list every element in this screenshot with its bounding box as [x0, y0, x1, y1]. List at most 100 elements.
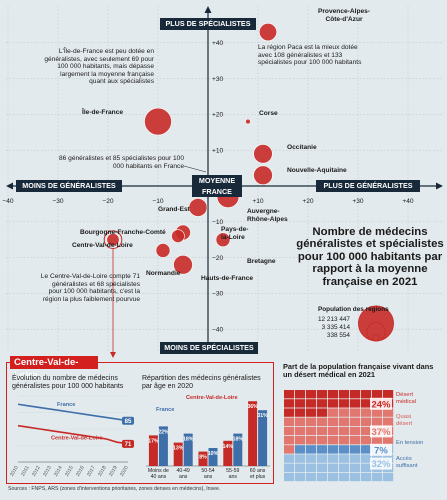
bar-category-label: 55-59 [226, 468, 239, 474]
bar-value-label: 13% [173, 446, 184, 452]
waffle-cell [306, 426, 317, 436]
line-x-tick: 2013 [42, 465, 53, 478]
bar [198, 451, 208, 466]
waffle-cell [339, 454, 350, 463]
label-bourgogne: Bourgogne-Franche-Comté [80, 229, 166, 236]
line-series-label: Centre-Val-de-Loire [51, 436, 103, 442]
axis-label-right: PLUS DE GÉNÉRALISTES [316, 180, 420, 192]
waffle-cell [295, 390, 306, 399]
axis-label-top: PLUS DE SPÉCIALISTES [160, 18, 256, 30]
waffle-cell [350, 390, 361, 399]
bar-legend-series: France [156, 407, 174, 413]
waffle-cell [372, 436, 383, 445]
waffle-cell [317, 399, 328, 408]
waffle-cell [317, 390, 328, 399]
y-tick-label: +10 [212, 148, 224, 155]
label-nouvelle-aquitaine: Nouvelle-Aquitaine [287, 167, 347, 174]
waffle-cell [328, 417, 339, 426]
waffle-cell [372, 390, 383, 399]
size-legend [358, 305, 394, 342]
waffle-value-label: 24% [371, 399, 391, 410]
line-end-label: 85 [125, 419, 132, 425]
label-idf: Île-de-France [82, 109, 124, 116]
bar-category-label: et plus [250, 474, 266, 480]
bar-value-label: 8% [199, 455, 207, 461]
label-cvl: Centre-Val-de-Loire [72, 242, 133, 249]
bar-value-label: 31% [257, 413, 268, 419]
waffle-cell [339, 426, 350, 436]
desert-title: Part de la population française vivant d… [283, 362, 434, 380]
axis-label-left: MOINS DE GÉNÉRALISTES [16, 180, 122, 192]
waffle-cell [284, 436, 295, 445]
bar-category-label: ans [204, 474, 213, 480]
bar [208, 448, 218, 466]
line-x-tick: 2011 [20, 465, 31, 478]
waffle-cell [361, 454, 372, 463]
waffle-cell [350, 426, 361, 436]
waffle-cell [284, 454, 295, 463]
label-normandie: Normandie [146, 270, 181, 277]
bubble [155, 243, 171, 258]
y-tick-label: −20 [212, 255, 224, 262]
waffle-cell [350, 417, 361, 426]
line-series [17, 424, 129, 445]
waffle-cell [295, 417, 306, 426]
x-tick-label: +30 [352, 198, 364, 205]
x-tick-label: +40 [402, 198, 414, 205]
desert-label-desert: Désert médical [396, 392, 416, 405]
waffle-cell [284, 399, 295, 408]
bar-category-label: Moins de [148, 468, 169, 474]
main-title: Nombre de médecins généralistes et spéci… [296, 226, 444, 288]
bubble [215, 232, 231, 248]
waffle-cell [328, 390, 339, 399]
x-tick-label: −30 [52, 198, 64, 205]
label-occitanie: Occitanie [287, 144, 317, 151]
waffle-cell [317, 472, 328, 482]
waffle-cell [295, 426, 306, 436]
arrow-right [436, 182, 443, 190]
bubble [144, 107, 172, 136]
waffle-cell [361, 436, 372, 445]
bar [173, 442, 183, 466]
bar-value-label: 10% [208, 451, 219, 457]
waffle-cell [284, 463, 295, 472]
waffle-cell [284, 445, 295, 454]
waffle-cell [295, 436, 306, 445]
bar-value-label: 18% [233, 437, 244, 443]
bottom-panel-left [6, 362, 274, 484]
line-series-label: France [57, 402, 75, 408]
waffle-cell [284, 426, 295, 436]
x-tick-label: −10 [152, 198, 164, 205]
y-tick-label: +30 [212, 76, 224, 83]
waffle-cell [306, 463, 317, 472]
waffle-cell [372, 408, 383, 417]
annotation-leaders [110, 165, 207, 358]
line-x-tick: 2015 [64, 465, 75, 478]
waffle-cell [317, 426, 328, 436]
waffle-cell [295, 472, 306, 482]
x-tick-label: −40 [2, 198, 14, 205]
waffle-value-label: 37% [371, 427, 391, 438]
waffle-value-label: 32% [371, 459, 391, 470]
bubble [188, 198, 208, 217]
bar [248, 401, 258, 466]
waffle-cell [383, 472, 394, 482]
waffle-cell [350, 436, 361, 445]
line-series [17, 403, 129, 422]
waffle-cell [383, 436, 394, 445]
bar [233, 433, 243, 466]
bubble-ring [103, 230, 123, 249]
label-hauts-de-france: Hauts-de-France [201, 275, 254, 282]
bar [223, 440, 233, 466]
waffle-cell [317, 408, 328, 417]
bar [183, 433, 193, 466]
bubble [245, 118, 251, 125]
line-x-tick: 2017 [86, 465, 97, 478]
desert-label-acces: Accès suffisant [396, 456, 418, 469]
waffle-cell [339, 463, 350, 472]
line-x-tick: 2018 [97, 465, 108, 478]
line-x-tick: 2020 [119, 465, 130, 478]
